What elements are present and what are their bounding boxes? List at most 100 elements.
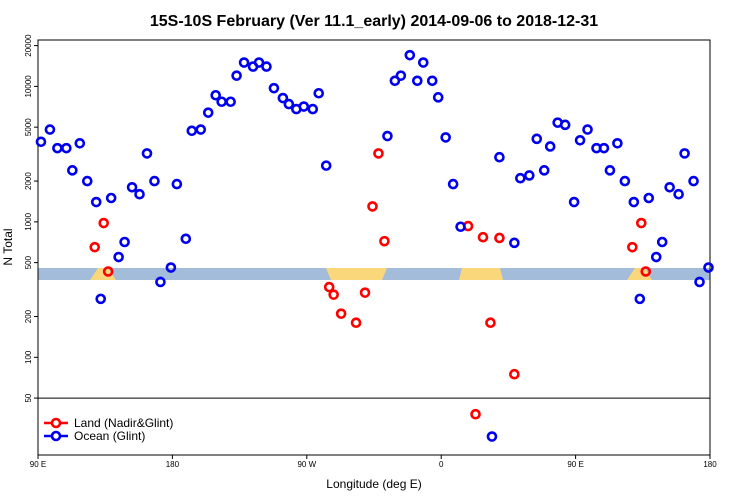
point [612,138,623,149]
land-mask-band [38,268,710,280]
point [350,317,362,329]
y-tick-label: 1000 [24,212,33,230]
point [81,175,93,187]
point [253,57,265,68]
point [694,276,705,288]
land-patch [627,268,652,280]
point [373,148,384,159]
point [195,124,207,135]
point [313,87,325,99]
point [656,236,668,248]
point [643,192,655,204]
x-axis-label: Longitude (deg E) [326,477,421,491]
y-tick-label: 5000 [24,118,33,136]
point [455,221,466,233]
x-tick-label: 180 [703,460,717,469]
point [531,133,543,145]
point [307,103,319,115]
point [202,107,214,118]
point [268,82,280,94]
point [417,57,429,68]
point [515,172,526,184]
point [379,235,390,247]
point [524,170,535,181]
point [509,237,520,249]
point [283,98,295,110]
point [426,75,438,87]
point [359,287,371,298]
legend-marker [50,417,62,429]
y-tick-label: 20000 [24,34,33,57]
point [477,231,489,243]
point [95,293,107,305]
point [664,181,675,193]
x-tick-label: 90 E [30,460,46,469]
point [440,132,451,143]
point [180,233,192,245]
legend-marker [50,430,62,442]
point [44,124,56,135]
point [382,130,393,142]
point [494,151,505,163]
point [328,289,339,300]
point [494,232,505,244]
point [186,125,198,137]
point [544,141,556,152]
point [323,281,335,293]
point [149,175,160,187]
chart-title: 15S-10S February (Ver 11.1_early) 2014-0… [150,13,598,30]
y-tick-label: 100 [24,350,33,364]
point [538,165,550,176]
point [320,160,332,171]
point [238,57,250,68]
point [98,217,110,229]
point [261,61,272,72]
point [231,70,242,81]
point [335,308,347,319]
point [509,368,520,380]
point [485,317,496,329]
point [35,136,47,148]
point [447,178,459,190]
point [598,142,610,154]
y-axis-label: N Total [1,228,15,265]
point [61,142,72,154]
point [640,266,652,277]
point [650,251,662,263]
point [619,175,631,187]
point [134,188,145,200]
legend-label: Land (Nadir&Glint) [74,416,173,430]
point [673,188,684,200]
point [688,175,699,187]
y-tick-label: 500 [24,255,33,269]
point [119,236,130,248]
point [574,134,586,146]
point [486,431,498,442]
x-tick-label: 180 [166,460,180,469]
point [216,96,227,108]
point [165,262,177,273]
point [367,201,378,212]
point [52,142,63,154]
land-patch [326,268,387,280]
point [225,96,236,108]
point [404,49,416,61]
y-tick-label: 2000 [24,172,33,190]
y-tick-label: 50 [24,393,33,402]
point [389,75,401,87]
land-patch [459,268,503,280]
point [277,92,289,104]
x-tick-label: 90 W [297,460,316,469]
point [636,217,647,229]
point [470,408,481,420]
point [67,165,78,176]
point [105,192,117,204]
point [113,251,124,263]
point [628,196,640,208]
point [395,70,407,81]
plot-frame [37,39,711,456]
point [102,266,114,277]
point [568,196,580,208]
point [89,241,101,253]
